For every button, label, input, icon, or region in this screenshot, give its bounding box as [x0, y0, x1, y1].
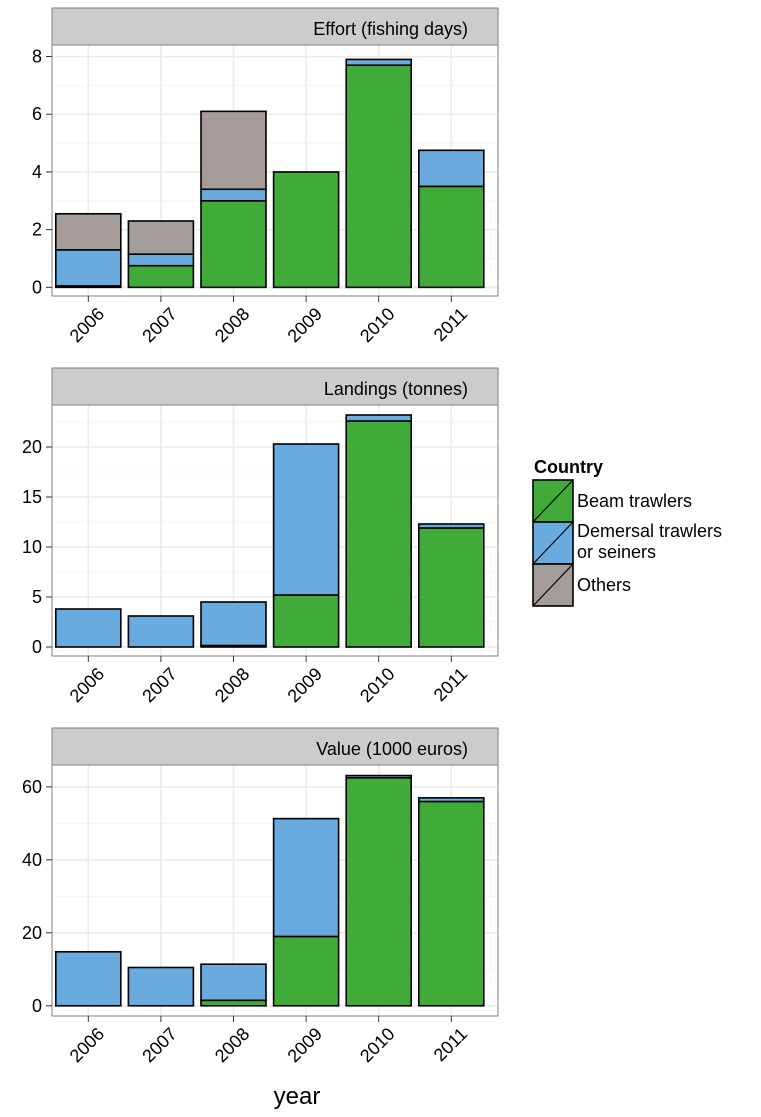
x-tick-label: 2008	[211, 664, 253, 706]
y-tick-label: 8	[32, 47, 42, 67]
x-tick-label: 2010	[356, 304, 398, 346]
panel-title: Landings (tonnes)	[324, 379, 468, 399]
panel-title: Effort (fishing days)	[313, 19, 468, 39]
legend-label: or seiners	[577, 542, 656, 562]
panel-2: Landings (tonnes) 0 5 10 15 20 2006 2007 2008 200…	[22, 367, 499, 706]
x-tick-label: 2011	[430, 664, 472, 706]
bar-2010-series-1	[345, 420, 413, 648]
y-tick-label: 0	[32, 277, 42, 297]
bar-2010-series-1	[345, 776, 413, 1007]
bar-2006-series-2	[54, 608, 122, 648]
bar-2009-series-2	[272, 817, 340, 938]
bar-2008-series-1	[200, 999, 267, 1007]
bar-2008-series-3	[200, 110, 267, 191]
y-tick-label: 20	[22, 923, 42, 943]
x-tick-label: 2008	[211, 304, 253, 346]
panel-border	[51, 764, 499, 1017]
panel-1: Effort (fishing days) 0 2 4 6 8 2006 2007 2008 20…	[32, 7, 499, 346]
panel-3: Value (1000 euros) 0 20 40 60 2006 2007 2008 200…	[22, 727, 499, 1066]
bar-2008-series-1	[200, 199, 267, 289]
strip-header	[51, 367, 499, 406]
legend-key-diagonal	[532, 479, 574, 523]
legend: Country Beam trawlers Demersal trawlersor…	[532, 457, 722, 607]
bar-2011-series-1	[417, 527, 485, 648]
bar-2006-series-2	[54, 950, 122, 1007]
bar-2011-series-2	[417, 797, 485, 803]
bar-2010-series-2	[345, 414, 413, 422]
panel-title: Value (1000 euros)	[316, 739, 468, 759]
legend-title: Country	[534, 457, 603, 477]
panel-border	[51, 404, 499, 657]
bar-2007-series-2	[127, 966, 195, 1007]
bar-2010-series-2	[345, 774, 413, 779]
bar-2007-series-3	[127, 220, 195, 255]
strip-header	[51, 7, 499, 46]
bar-2008-series-2	[200, 963, 267, 1002]
y-tick-label: 6	[32, 104, 42, 124]
x-tick-label: 2010	[356, 1024, 398, 1066]
y-tick-label: 5	[32, 587, 42, 607]
bar-2007-series-2	[127, 253, 195, 267]
legend-key-diagonal	[532, 521, 574, 565]
bar-2006-series-2	[54, 249, 122, 287]
x-axis-label: year	[274, 1083, 321, 1110]
y-tick-label: 0	[32, 996, 42, 1016]
bar-2011-series-1	[417, 185, 485, 289]
bar-2006-series-3	[54, 212, 122, 251]
x-tick-label: 2009	[284, 1024, 326, 1066]
x-tick-label: 2006	[66, 304, 108, 346]
bar-2010-series-1	[345, 64, 413, 289]
legend-key-diagonal	[532, 563, 574, 607]
y-tick-label: 10	[22, 537, 42, 557]
y-tick-label: 2	[32, 220, 42, 240]
bar-2009-series-1	[272, 935, 340, 1007]
y-tick-label: 0	[32, 637, 42, 657]
bar-2011-series-1	[417, 800, 485, 1007]
chart-panels: Effort (fishing days) 0 2 4 6 8 2006 2007 2008 20…	[22, 7, 499, 1066]
y-tick-label: 4	[32, 162, 42, 182]
y-tick-label: 40	[22, 850, 42, 870]
legend-label: Others	[577, 575, 631, 595]
bar-2008-series-2	[200, 188, 267, 202]
bar-2007-series-2	[127, 615, 195, 648]
panel-border	[51, 44, 499, 297]
x-tick-label: 2009	[284, 304, 326, 346]
bar-2011-series-2	[417, 149, 485, 188]
x-tick-label: 2011	[430, 304, 472, 346]
x-tick-label: 2006	[66, 664, 108, 706]
bar-2007-series-1	[127, 264, 195, 289]
bar-2009-series-1	[272, 171, 340, 289]
x-tick-label: 2011	[430, 1024, 472, 1066]
bar-2009-series-2	[272, 443, 340, 596]
x-tick-label: 2010	[356, 664, 398, 706]
bar-2010-series-2	[345, 58, 413, 66]
y-tick-label: 60	[22, 777, 42, 797]
bar-2009-series-1	[272, 594, 340, 648]
x-tick-label: 2007	[138, 304, 180, 346]
y-tick-label: 15	[22, 487, 42, 507]
y-tick-label: 20	[22, 437, 42, 457]
bar-2011-series-2	[417, 523, 485, 529]
x-tick-label: 2009	[284, 664, 326, 706]
legend-label: Demersal trawlers	[577, 521, 722, 541]
x-tick-label: 2007	[138, 664, 180, 706]
bar-2008-series-2	[200, 601, 267, 647]
strip-header	[51, 727, 499, 766]
legend-label: Beam trawlers	[577, 491, 692, 511]
x-tick-label: 2006	[66, 1024, 108, 1066]
x-tick-label: 2008	[211, 1024, 253, 1066]
x-tick-label: 2007	[138, 1024, 180, 1066]
